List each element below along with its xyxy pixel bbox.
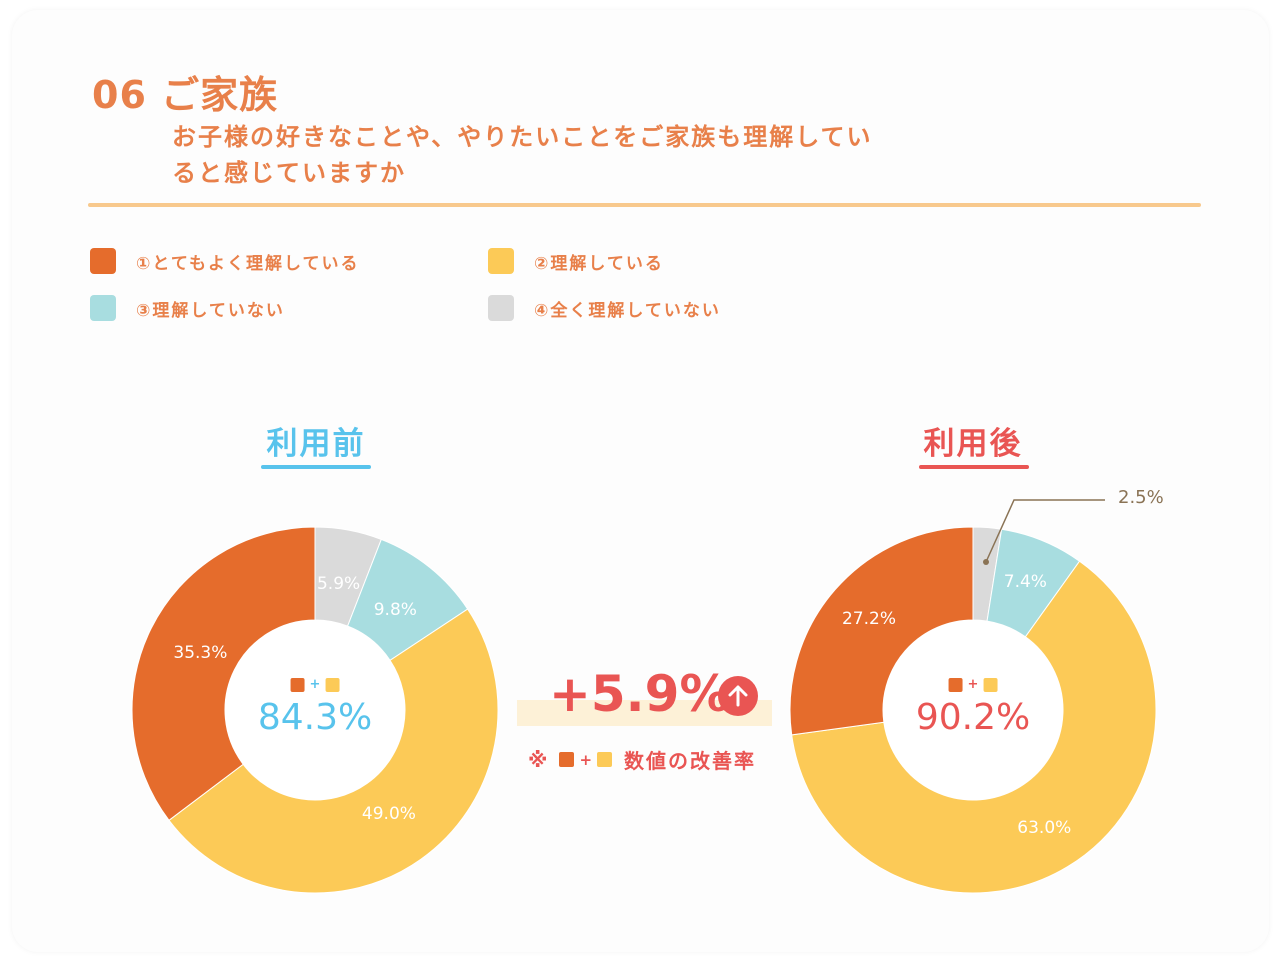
page-title: 06 ご家族 xyxy=(92,73,279,117)
before-total: 84.3% xyxy=(257,697,373,738)
legend-item-not-understand: ③理解していない xyxy=(90,295,285,321)
before-heading: 利用前 xyxy=(266,426,366,462)
legend-label: ②理解している xyxy=(534,253,664,274)
arrow-up-icon xyxy=(718,676,758,716)
difference-value: +5.9% xyxy=(549,665,730,723)
plus-sign: + xyxy=(309,677,321,692)
slice-label-not-understand: 7.4% xyxy=(1003,572,1047,593)
legend-swatch xyxy=(488,248,514,274)
mini-swatch-very-understand xyxy=(948,677,963,692)
improvement-note: ※ + 数値の改善率 xyxy=(528,745,756,774)
mini-swatch-understand xyxy=(597,752,613,767)
legend-swatch xyxy=(90,248,116,274)
legend-item-understand: ②理解している xyxy=(488,248,664,274)
slice-label-very-understand: 35.3% xyxy=(173,642,228,663)
mini-swatch-very-understand xyxy=(290,677,305,692)
after-total: 90.2% xyxy=(915,697,1031,738)
donut-slice-very-understand xyxy=(789,526,974,736)
after-center-legend: + xyxy=(948,677,998,692)
after-heading: 利用後 xyxy=(923,426,1023,462)
callout-label-not-at-all: 2.5% xyxy=(1118,487,1164,508)
legend-label: ①とてもよく理解している xyxy=(136,253,360,274)
mini-swatch-very-understand xyxy=(559,752,575,767)
legend-item-not-at-all: ④全く理解していない xyxy=(488,295,721,321)
question-text: お子様の好きなことや、やりたいことをご家族も理解していると感じていますか xyxy=(172,123,873,187)
slice-label-not-at-all: 5.9% xyxy=(316,574,361,595)
donut-hole xyxy=(225,620,405,800)
callout-leader-line xyxy=(983,499,1105,565)
slice-label-understand: 63.0% xyxy=(1017,818,1072,839)
after-heading-underline xyxy=(919,465,1029,469)
legend-item-very-understand: ①とてもよく理解している xyxy=(90,248,360,274)
plus-sign: + xyxy=(967,677,979,692)
plus-sign: + xyxy=(579,750,593,769)
note-mark: ※ xyxy=(528,747,550,772)
slice-label-not-understand: 9.8% xyxy=(373,600,417,621)
before-center-legend: + xyxy=(290,677,340,692)
legend-label: ④全く理解していない xyxy=(534,300,721,321)
legend-swatch xyxy=(90,295,116,321)
mini-swatch-understand xyxy=(983,677,998,692)
before-heading-underline xyxy=(261,465,371,469)
note-text: 数値の改善率 xyxy=(624,749,757,773)
slice-label-understand: 49.0% xyxy=(361,804,416,825)
divider xyxy=(88,203,1201,207)
donut-hole xyxy=(883,620,1063,800)
before-donut-chart xyxy=(131,526,499,894)
legend-swatch xyxy=(488,295,514,321)
legend-label: ③理解していない xyxy=(136,300,285,321)
after-donut-chart xyxy=(789,526,1157,894)
slice-label-very-understand: 27.2% xyxy=(841,609,896,630)
mini-swatch-understand xyxy=(325,677,340,692)
